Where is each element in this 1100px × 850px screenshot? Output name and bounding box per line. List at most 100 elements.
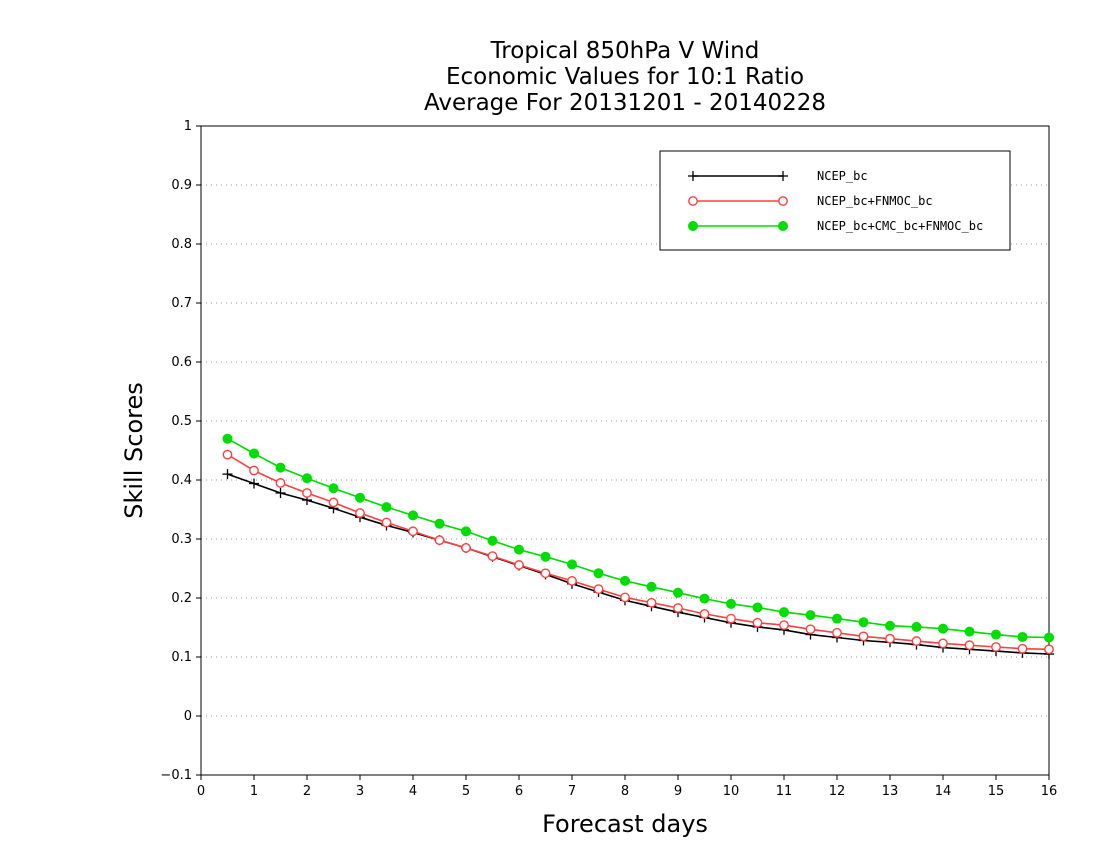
- legend-marker: [778, 171, 788, 181]
- data-point: [938, 638, 948, 649]
- data-point: [779, 620, 789, 631]
- x-tick-label: 8: [621, 784, 629, 799]
- data-point: [514, 560, 524, 570]
- data-point: [752, 617, 763, 628]
- x-tick-label: 9: [674, 784, 682, 799]
- data-point: [461, 526, 471, 537]
- x-tick-label: 1: [250, 784, 258, 799]
- data-point: [911, 636, 922, 646]
- data-point: [1017, 643, 1028, 654]
- axis-ticks: −0.100.10.20.30.40.50.60.70.80.910 1 2 3 4 5 6…: [160, 119, 1057, 799]
- data-point: [302, 473, 312, 484]
- y-tick-label: 0.3: [171, 532, 192, 547]
- data-point: [381, 517, 392, 528]
- data-point: [514, 544, 524, 555]
- y-tick-label: 0.1: [171, 650, 192, 665]
- data-point: [355, 508, 365, 518]
- data-point: [381, 502, 392, 513]
- data-point: [646, 597, 657, 608]
- data-point: [885, 620, 895, 631]
- series-line: [227, 453, 1050, 651]
- legend-label: NCEP_bc+CMC_bc+FNMOC_bc: [817, 219, 983, 233]
- legend-marker: [688, 196, 698, 206]
- data-point: [275, 487, 286, 498]
- legend-entry: NCEP_bc+FNMOC_bc: [688, 194, 933, 208]
- x-tick-label: 5: [462, 784, 470, 799]
- data-point: [673, 587, 683, 598]
- legend-marker: [778, 221, 788, 231]
- data-point: [832, 613, 842, 624]
- x-tick-label: 2: [303, 784, 311, 799]
- data-point: [408, 526, 418, 537]
- data-point: [249, 465, 259, 476]
- series-3: [222, 433, 1054, 643]
- data-point: [885, 633, 895, 644]
- x-tick-label: 10: [723, 784, 740, 799]
- x-tick-label: 0: [197, 784, 205, 799]
- series-line: [227, 438, 1050, 639]
- data-point: [593, 568, 604, 579]
- data-point: [487, 535, 498, 546]
- data-point: [726, 598, 736, 609]
- x-tick-label: 4: [409, 784, 417, 799]
- data-point: [328, 483, 339, 494]
- data-point: [964, 626, 975, 637]
- data-point: [275, 478, 286, 488]
- x-tick-label: 15: [988, 784, 1005, 799]
- data-point: [408, 510, 418, 521]
- y-tick-label: 0: [184, 709, 192, 724]
- x-tick-label: 14: [935, 784, 952, 799]
- y-tick-label: 0.2: [171, 591, 192, 606]
- series-2: [222, 449, 1054, 655]
- data-point: [805, 624, 816, 635]
- legend-entry: NCEP_bc: [688, 169, 868, 183]
- y-tick-label: −0.1: [160, 768, 192, 783]
- x-tick-label: 11: [776, 784, 793, 799]
- y-tick-label: 0.9: [171, 178, 192, 193]
- data-point: [540, 568, 551, 579]
- data-point: [540, 551, 551, 562]
- data-point: [222, 433, 233, 444]
- data-point: [328, 497, 339, 508]
- x-tick-label: 3: [356, 784, 364, 799]
- data-point: [434, 535, 445, 546]
- y-tick-label: 0.4: [171, 473, 192, 488]
- data-point: [222, 469, 233, 480]
- data-point: [991, 642, 1001, 652]
- x-axis-label: Forecast days: [542, 810, 708, 838]
- data-point: [1044, 632, 1054, 643]
- data-point: [673, 603, 683, 613]
- data-point: [1044, 644, 1054, 655]
- data-point: [1017, 631, 1028, 642]
- title-line: Average For 20131201 - 20140228: [424, 90, 826, 116]
- data-point: [726, 613, 736, 624]
- series-lines: [222, 433, 1054, 660]
- series-1: [222, 469, 1054, 660]
- data-point: [302, 488, 312, 498]
- y-tick-label: 1: [184, 119, 192, 134]
- legend-marker: [778, 196, 788, 206]
- title-line: Economic Values for 10:1 Ratio: [446, 64, 804, 90]
- y-axis-label: Skill Scores: [120, 382, 148, 519]
- data-point: [620, 575, 630, 586]
- x-tick-label: 7: [568, 784, 576, 799]
- data-point: [355, 492, 365, 503]
- data-point: [699, 593, 710, 604]
- data-point: [620, 592, 630, 603]
- legend: NCEP_bc NCEP_bc+FNMOC_bc NCEP_bc+CMC_bc+FN…: [659, 150, 1011, 251]
- data-point: [222, 449, 233, 460]
- legend-label: NCEP_bc+FNMOC_bc: [817, 194, 933, 208]
- title-line: Tropical 850hPa V Wind: [490, 38, 760, 64]
- data-point: [567, 559, 577, 570]
- data-point: [567, 575, 577, 586]
- x-tick-label: 16: [1041, 784, 1058, 799]
- data-point: [858, 631, 869, 642]
- data-point: [832, 627, 842, 638]
- y-tick-label: 0.5: [171, 414, 192, 429]
- x-tick-label: 13: [882, 784, 899, 799]
- data-point: [249, 448, 259, 459]
- data-point: [249, 478, 259, 489]
- data-point: [275, 462, 286, 473]
